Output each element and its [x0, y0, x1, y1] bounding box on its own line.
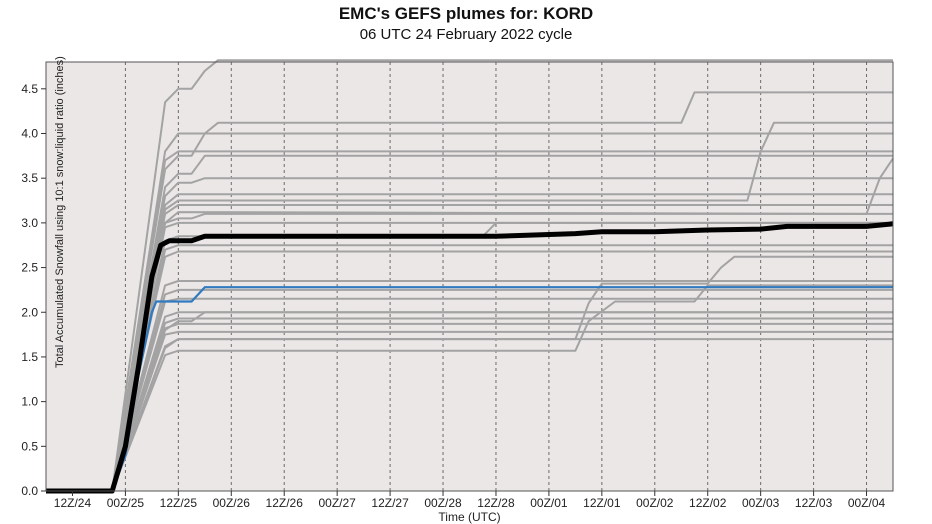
y-axis-ticks: 0.0 0.5 1.0 1.5 2.0 2.5 3.0 3.5 4.0 4.5	[21, 82, 46, 498]
x-tick-label: 12Z/26	[266, 496, 304, 510]
y-tick-label: 3.5	[21, 171, 38, 185]
x-tick-label: 00Z/04	[848, 496, 886, 510]
chart-subtitle: 06 UTC 24 February 2022 cycle	[359, 26, 573, 43]
y-tick-label: 0.0	[21, 484, 38, 498]
x-tick-label: 00Z/25	[107, 496, 145, 510]
y-tick-label: 2.0	[21, 305, 38, 319]
x-tick-label: 00Z/02	[636, 496, 674, 510]
x-axis-ticks: 12Z/24 00Z/25 12Z/25 00Z/26 12Z/26 00Z/27 12Z/…	[54, 491, 886, 510]
plot-area	[46, 62, 893, 491]
x-tick-label: 00Z/01	[530, 496, 568, 510]
plot-frame	[45, 61, 894, 492]
x-tick-label: 12Z/01	[583, 496, 621, 510]
ensemble-mean-line	[46, 221, 894, 494]
x-axis-label: Time (UTC)	[438, 510, 500, 524]
y-tick-label: 0.5	[21, 439, 38, 453]
x-tick-label: 00Z/28	[424, 496, 462, 510]
x-tick-label: 12Z/03	[795, 496, 833, 510]
x-tick-label: 12Z/27	[371, 496, 409, 510]
y-tick-label: 3.0	[21, 216, 38, 230]
y-tick-label: 1.0	[21, 395, 38, 409]
member-line	[46, 255, 893, 492]
member-line	[46, 284, 893, 492]
x-tick-label: 00Z/03	[742, 496, 780, 510]
x-tick-label: 12Z/28	[477, 496, 515, 510]
y-tick-label: 1.5	[21, 350, 38, 364]
x-tick-label: 12Z/25	[160, 496, 198, 510]
y-tick-label: 4.0	[21, 127, 38, 141]
y-tick-label: 2.5	[21, 261, 38, 275]
chart-title: EMC's GEFS plumes for: KORD	[338, 4, 594, 23]
y-axis-label: Total Accumulated Snowfall using 10:1 sn…	[54, 56, 66, 368]
x-tick-label: 00Z/26	[213, 496, 251, 510]
y-tick-label: 4.5	[21, 82, 38, 96]
x-tick-label: 12Z/24	[54, 496, 92, 510]
x-tick-label: 12Z/02	[689, 496, 727, 510]
x-tick-label: 00Z/27	[318, 496, 356, 510]
